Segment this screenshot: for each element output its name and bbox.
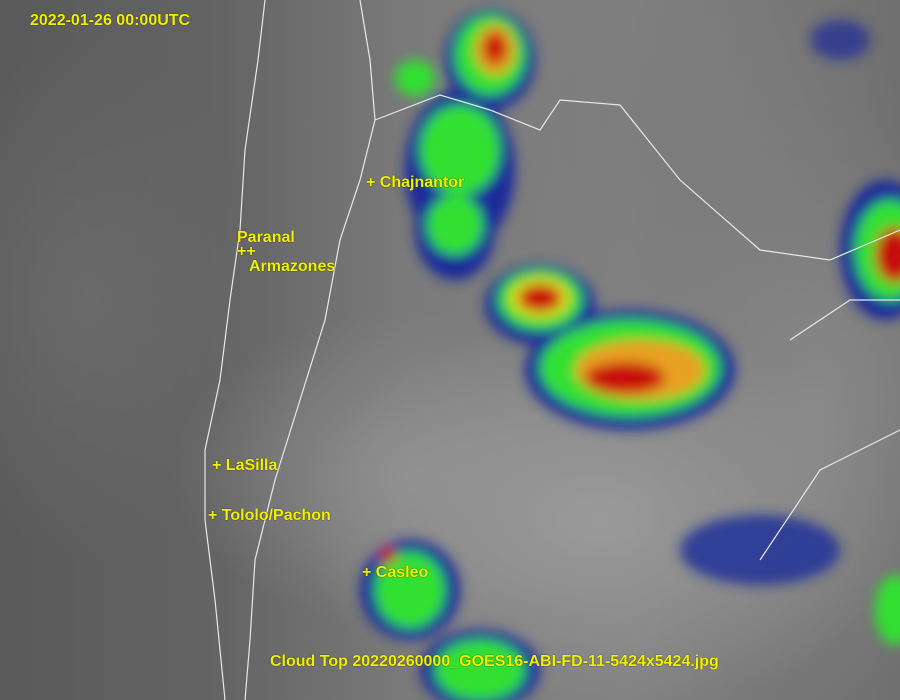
site-label-chajnantor: + Chajnantor (366, 174, 465, 191)
coastline (204, 0, 266, 700)
timestamp-label: 2022-01-26 00:00UTC (30, 12, 191, 29)
site-label-paranal: Paranal (237, 229, 295, 246)
political-borders (204, 0, 900, 700)
site-label-armazones: Armazones (249, 258, 336, 275)
brazil-border (759, 429, 900, 561)
image-caption: Cloud Top 20220260000_GOES16-ABI-FD-11-5… (270, 653, 719, 670)
site-markers-paranal-armazones: ++ (237, 243, 256, 260)
site-label-casleo: + Casleo (362, 564, 429, 581)
paraguay-border (789, 299, 900, 341)
chile-argentina-border (244, 0, 376, 700)
bolivia-border (374, 94, 900, 261)
site-label-lasilla: + LaSilla (212, 457, 278, 474)
storm-cells (360, 10, 900, 700)
site-label-tololo-pachon: + Tololo/Pachon (208, 507, 331, 524)
